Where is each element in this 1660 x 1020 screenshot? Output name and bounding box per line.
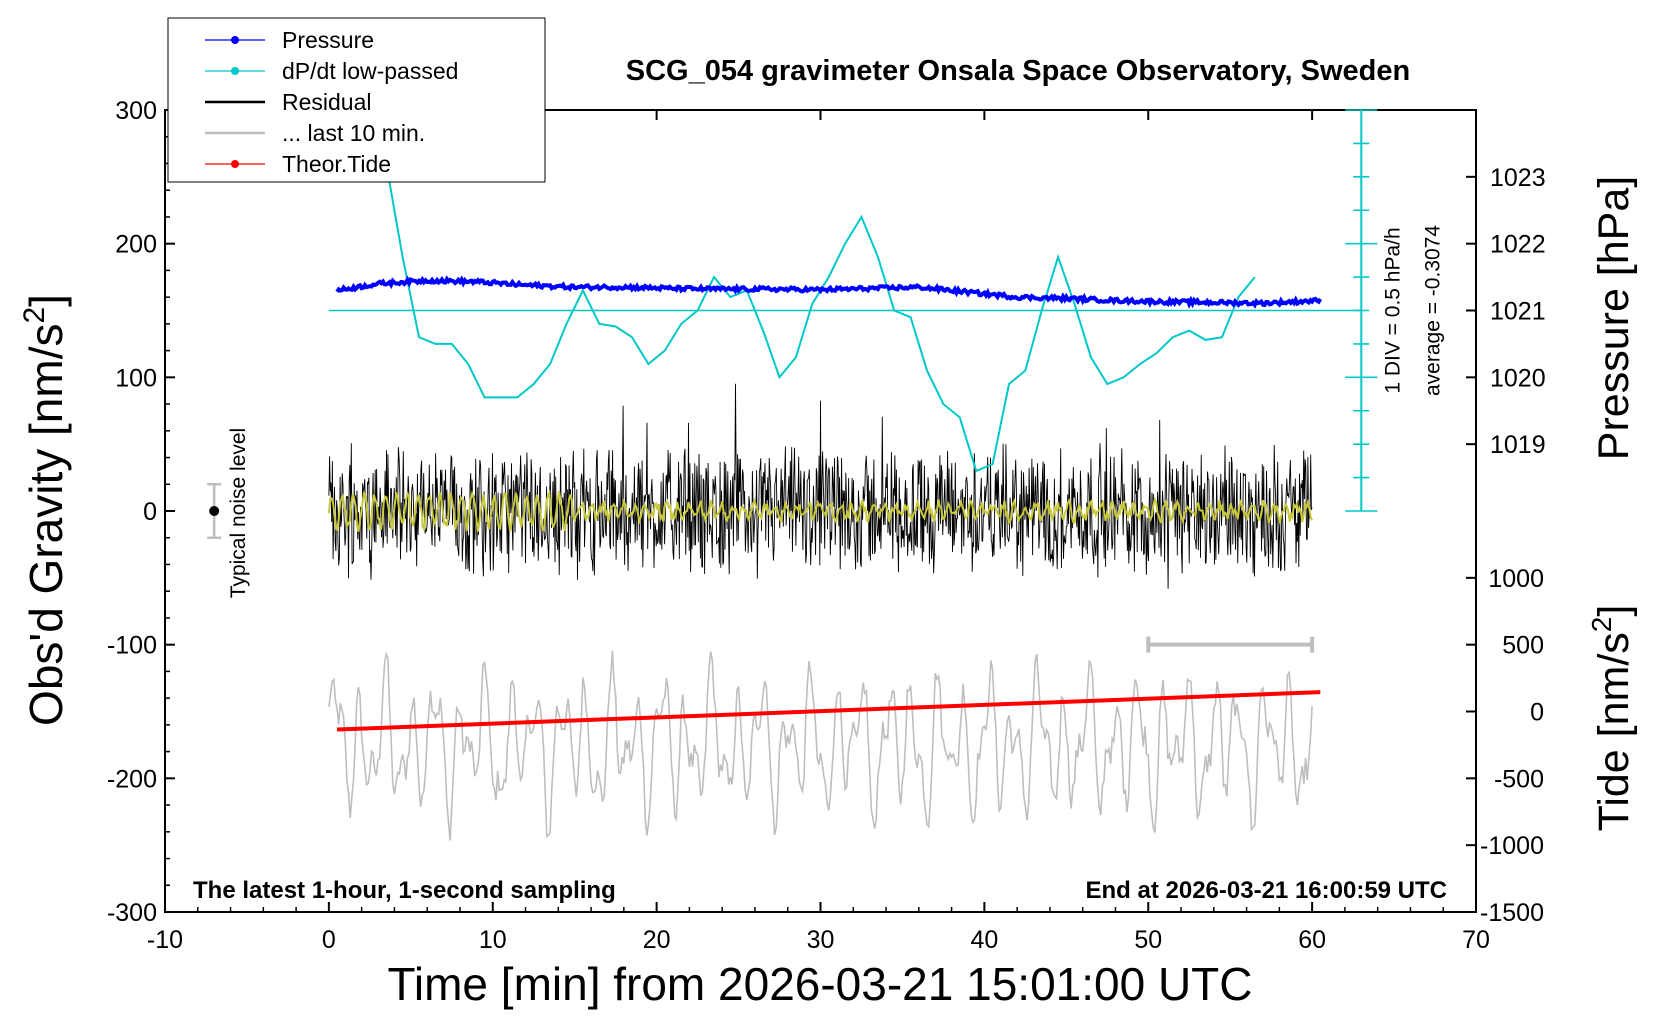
y-tick-label: -200 xyxy=(107,765,157,793)
pressure-tick-label: 1023 xyxy=(1490,164,1546,192)
axis-ticks: -10 0 10 20 30 40 50 60 70-300-200-1000100200300… xyxy=(107,97,1546,954)
pressure-series-line xyxy=(335,275,1323,309)
annotations: Typical noise level 1 DIV = 0.5 hPa/h aver… xyxy=(207,225,1444,653)
last10-series-line xyxy=(328,650,1313,841)
residual-series-line xyxy=(328,383,1313,589)
tide-axis-label-sup: 2 xyxy=(1586,617,1617,633)
dpdt-average-label: average = -0.3074 xyxy=(1421,225,1444,396)
x-tick-label: 20 xyxy=(643,926,671,954)
x-axis-label: Time [min] from 2026-03-21 15:01:00 UTC xyxy=(388,958,1253,1010)
x-tick-label: 60 xyxy=(1298,926,1326,954)
legend-entries: Pressure dP/dt low-passed Residual ... last… xyxy=(205,27,458,177)
x-tick-label: 50 xyxy=(1134,926,1162,954)
tide-axis-label-end: ] xyxy=(1590,605,1638,617)
noise-label: Typical noise level xyxy=(227,428,250,598)
legend-label: Theor.Tide xyxy=(282,151,391,177)
legend-label: dP/dt low-passed xyxy=(282,58,458,84)
y-tick-label: 200 xyxy=(115,231,157,259)
tide-tick-label: 0 xyxy=(1530,699,1544,727)
x-tick-label: -10 xyxy=(147,926,183,954)
pressure-tick-label: 1020 xyxy=(1490,364,1546,392)
legend-label: ... last 10 min. xyxy=(282,120,425,146)
sampling-note: The latest 1-hour, 1-second sampling xyxy=(193,877,616,904)
y-axis-label-sup: 2 xyxy=(18,307,51,324)
end-time-note: End at 2026-03-21 16:00:59 UTC xyxy=(1086,877,1448,904)
tide-tick-label: -1500 xyxy=(1480,899,1544,927)
pressure-tick-label: 1021 xyxy=(1490,298,1546,326)
y-tick-label: 0 xyxy=(143,498,157,526)
y-axis-label: Obs'd Gravity [nm/s2] xyxy=(18,294,72,726)
legend-label: Pressure xyxy=(282,27,374,53)
legend-box xyxy=(167,17,546,183)
y-axis-label-main: Obs'd Gravity [nm/s xyxy=(20,324,72,726)
dpdt-scale-label: 1 DIV = 0.5 hPa/h xyxy=(1381,227,1404,393)
legend-label: Residual xyxy=(282,89,372,115)
y-tick-label: -100 xyxy=(107,632,157,660)
x-tick-label: 70 xyxy=(1462,926,1490,954)
data-series xyxy=(327,109,1378,841)
legend: Pressure dP/dt low-passed Residual ... last… xyxy=(167,17,546,183)
pressure-tick-label: 1022 xyxy=(1490,231,1546,259)
y-tick-label: 300 xyxy=(115,97,157,125)
pressure-axis-label: Pressure [hPa] xyxy=(1590,176,1638,460)
y-tick-label: -300 xyxy=(107,899,157,927)
tide-tick-label: -1000 xyxy=(1480,832,1544,860)
pressure-tick-label: 1019 xyxy=(1490,431,1546,459)
x-tick-label: 0 xyxy=(322,926,336,954)
tide-series-line xyxy=(336,690,1321,732)
chart-title: SCG_054 gravimeter Onsala Space Observat… xyxy=(626,55,1410,87)
x-tick-label: 30 xyxy=(807,926,835,954)
y-axis-label-end: ] xyxy=(20,294,72,307)
legend-marker xyxy=(231,67,239,75)
y-tick-label: 100 xyxy=(115,364,157,392)
x-tick-label: 10 xyxy=(479,926,507,954)
legend-marker xyxy=(231,160,239,168)
tide-tick-label: 1000 xyxy=(1488,565,1544,593)
tide-axis-label-main: Tide [nm/s xyxy=(1590,632,1638,831)
tide-tick-label: -500 xyxy=(1494,765,1544,793)
tide-tick-label: 500 xyxy=(1502,632,1544,660)
smoothed-residual-line xyxy=(327,489,1314,532)
noise-point xyxy=(209,506,220,516)
tide-axis-label: Tide [nm/s2] xyxy=(1586,605,1638,832)
legend-marker xyxy=(231,36,239,44)
x-tick-label: 40 xyxy=(970,926,998,954)
